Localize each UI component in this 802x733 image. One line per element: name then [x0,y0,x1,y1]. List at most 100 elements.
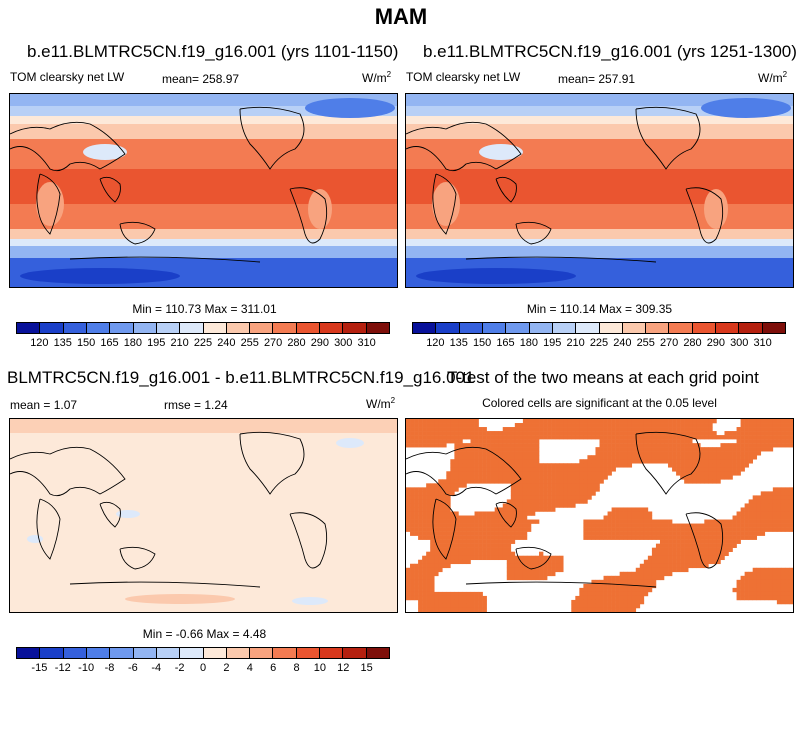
significant-cell [438,435,443,440]
significant-cell [450,511,455,516]
significant-cell [486,435,491,440]
significant-cell [764,595,770,601]
significant-cell [748,507,753,512]
significant-cell [434,515,439,520]
significant-cell [668,523,673,528]
significant-cell [514,447,520,452]
significant-cell [659,447,665,452]
significant-cell [530,563,536,569]
significant-cell [619,427,624,432]
significant-cell [591,535,596,540]
significant-cell [462,463,467,468]
significant-cell [482,459,487,464]
significant-cell [418,603,423,609]
significant-cell [611,423,616,428]
significant-cell [627,447,633,452]
significant-cell [748,587,753,593]
colorbar-tick-label: 135 [449,337,468,349]
page-title: MAM [374,4,428,29]
significant-cell [627,419,633,424]
significant-cell [543,419,548,424]
significant-cell [490,511,495,516]
significant-cell [426,595,431,601]
significant-cell [470,423,475,428]
significant-cell [502,503,508,508]
significant-cell [764,491,770,496]
significant-cell [643,587,649,593]
significant-cell [704,451,709,456]
significant-cell [639,451,645,456]
significant-cell [514,519,520,524]
significant-cell [784,587,790,593]
significant-cell [647,511,653,516]
significant-cell [555,555,560,561]
significant-cell [748,571,753,577]
significant-cell [676,451,681,456]
significant-cell [450,435,455,440]
significant-cell [615,463,620,468]
significant-cell [490,539,495,544]
significant-cell [450,419,455,424]
significant-cell [583,475,588,480]
significant-cell [688,479,693,484]
significant-cell [756,579,762,585]
significant-cell [530,571,536,577]
colorbar-tick-label: 300 [334,337,353,349]
significant-cell [732,467,737,472]
significant-cell [607,587,612,593]
significant-cell [659,547,665,552]
significant-cell [539,559,544,565]
significant-cell [466,527,471,532]
significant-cell [659,531,665,536]
significant-cell [454,607,459,612]
significant-cell [780,523,786,528]
significant-cell [788,519,793,524]
significant-cell [672,551,677,557]
significant-cell [535,499,540,504]
significant-cell [740,459,745,464]
significant-cell [498,463,504,468]
significant-cell [543,431,548,436]
significant-cell [478,435,483,440]
significant-cell [547,487,552,492]
significant-cell [768,427,774,432]
significant-cell [518,563,524,569]
significant-cell [736,583,741,589]
significant-cell [474,431,479,436]
significant-cell [591,487,596,492]
ttest-map-bottom-right [406,419,793,612]
significant-cell [454,559,459,565]
significant-cell [784,435,790,440]
significant-cell [474,603,479,609]
significant-cell [664,423,669,428]
significant-cell [559,423,564,428]
significant-cell [712,467,717,472]
significant-cell [510,567,516,573]
significant-cell [696,459,701,464]
significant-cell [555,559,560,565]
significant-cell [587,603,592,609]
significant-cell [510,471,516,476]
colorbar-swatch [110,648,134,658]
significant-cell [438,439,443,444]
significant-cell [700,419,705,424]
significant-cell [446,547,451,552]
significant-cell [615,451,620,456]
significant-cell [547,499,552,504]
significant-cell [788,583,793,589]
significant-cell [518,519,524,524]
significant-cell [696,475,701,480]
significant-cell [587,483,592,488]
significant-cell [551,495,556,500]
significant-cell [712,463,717,468]
significant-cell [418,583,423,589]
significant-cell [591,579,596,585]
significant-cell [458,483,463,488]
significant-cell [490,431,495,436]
significant-cell [672,547,677,552]
significant-cell [760,507,766,512]
significant-cell [530,487,536,492]
significant-cell [474,451,479,456]
significant-cell [780,435,786,440]
significant-cell [611,419,616,424]
